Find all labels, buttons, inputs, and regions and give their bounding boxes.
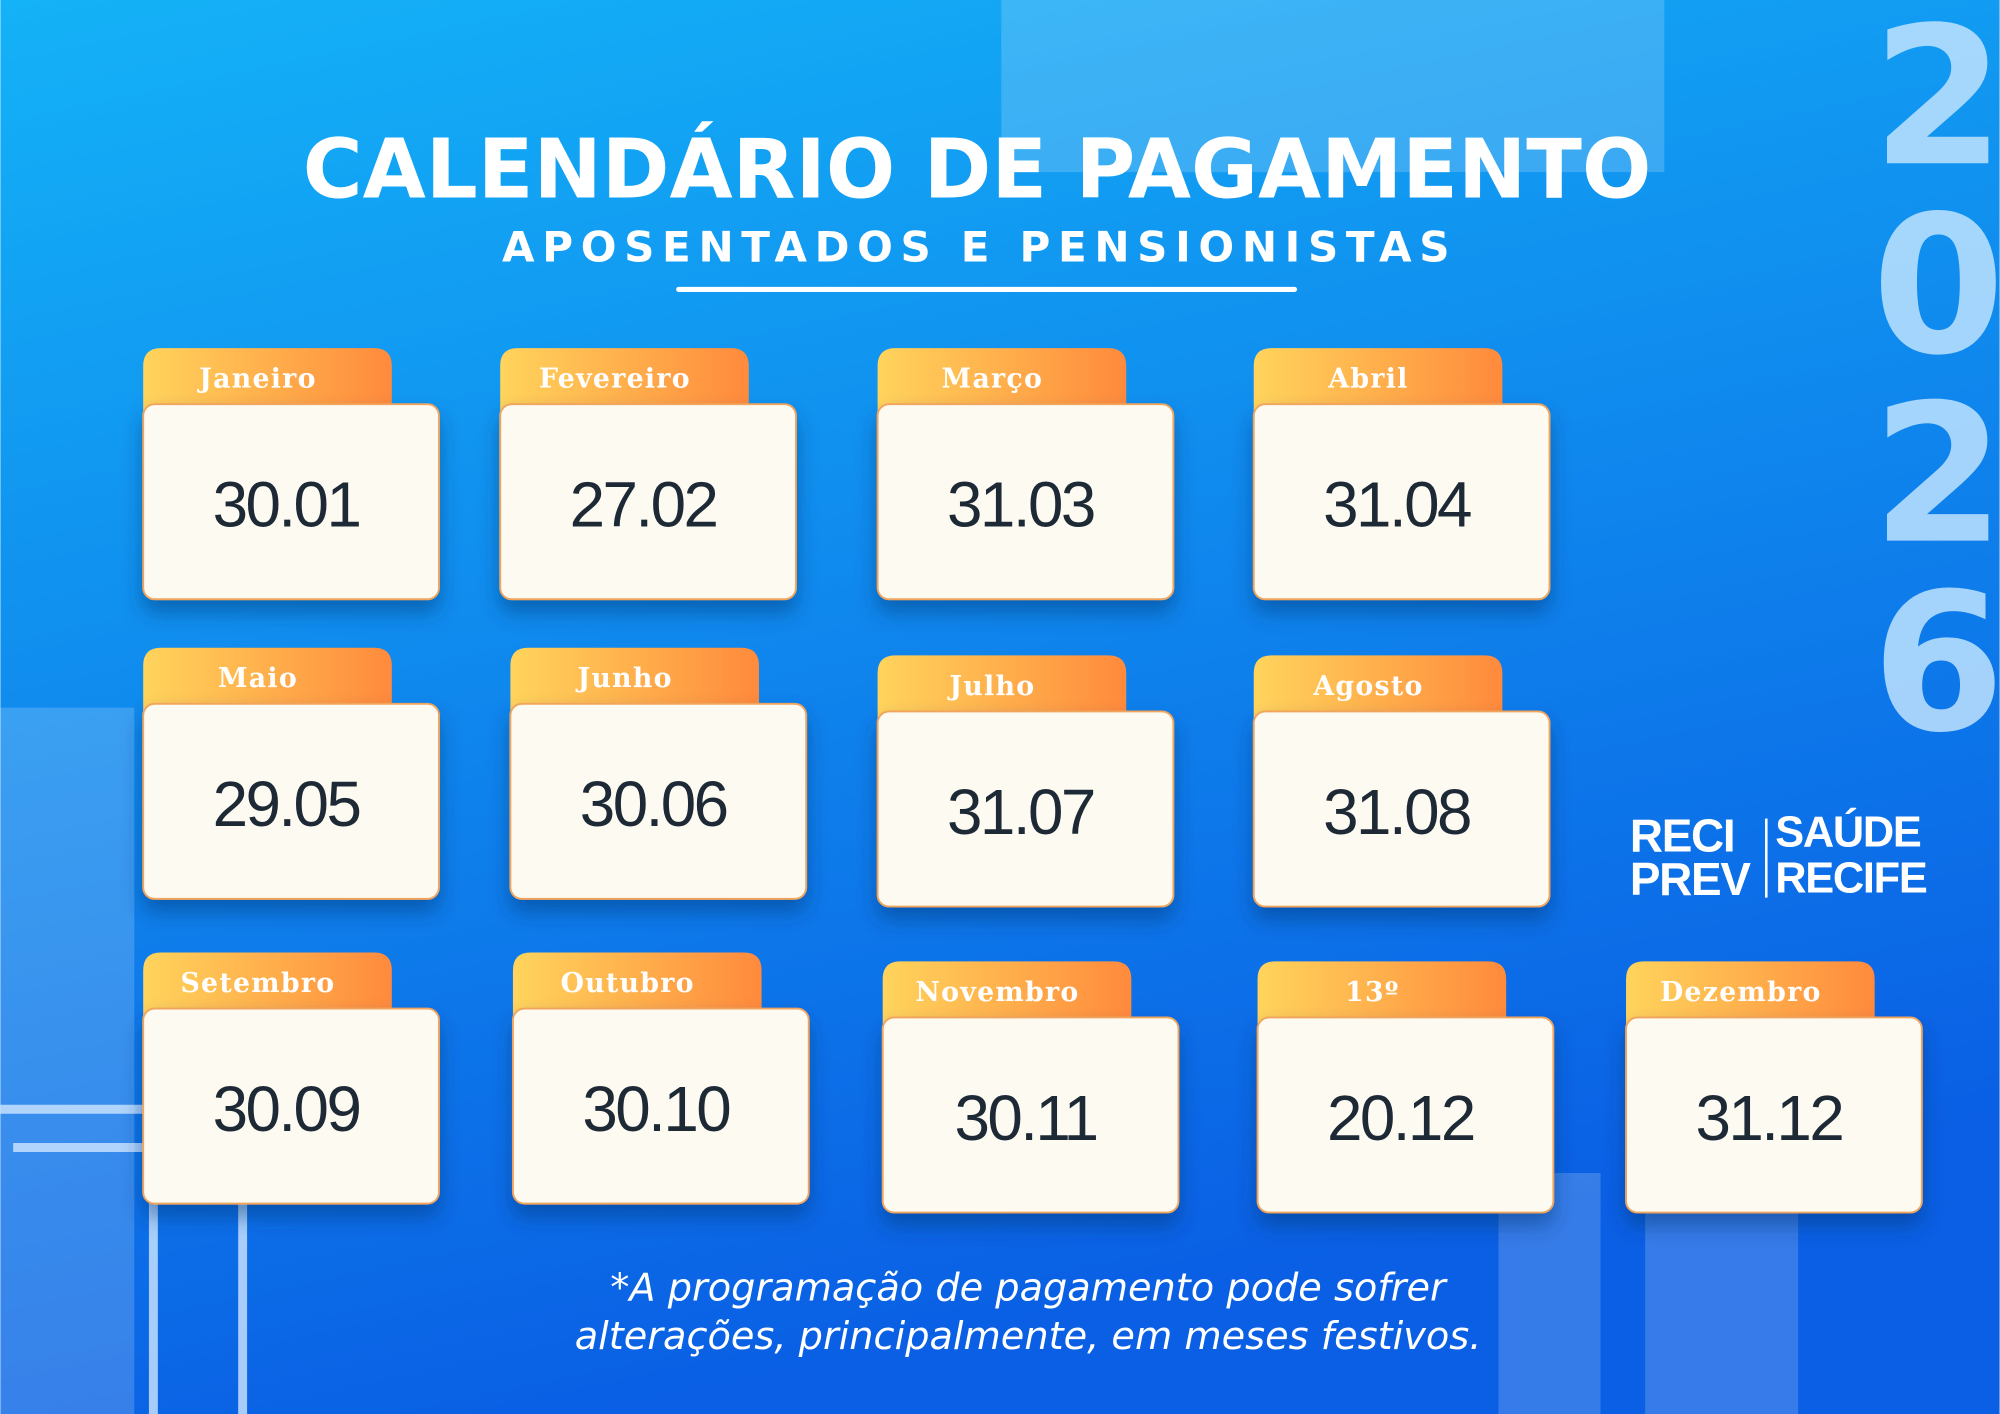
footnote: *A programação de pagamento pode sofrer: [610, 1266, 1448, 1311]
card: Janeiro 30.01: [142, 348, 440, 601]
card-month: Março: [942, 364, 1044, 395]
logo-separator: [1765, 818, 1768, 898]
card-date: 30.01: [213, 469, 360, 541]
card: Novembro 30.11: [881, 961, 1180, 1214]
card-body: [142, 403, 440, 601]
card-month: Outubro: [561, 968, 695, 999]
card-date: 30.09: [213, 1073, 360, 1145]
card-month: Abril: [1327, 364, 1408, 395]
card-body: [499, 403, 797, 601]
card-month: Janeiro: [197, 364, 317, 395]
year-digit: 6: [1872, 552, 2000, 775]
card-month: Setembro: [180, 968, 335, 999]
card: Junho 30.06: [509, 647, 808, 900]
card: Setembro 30.09: [142, 952, 440, 1205]
cards: Janeiro 30.01 Fevereiro 27.02 Março 31.03 Abri…: [142, 348, 1923, 1214]
card-body: [1256, 1016, 1555, 1214]
card: Outubro 30.10: [511, 952, 810, 1205]
card-date: 29.05: [213, 768, 360, 840]
card-month: Julho: [947, 671, 1035, 702]
card-date: 27.02: [570, 469, 717, 541]
card-body: [1252, 403, 1551, 601]
card-month: Junho: [576, 663, 673, 694]
title: CALENDÁRIO DE PAGAMENTO: [303, 121, 1652, 218]
divider: [676, 286, 1298, 292]
card: Dezembro 31.12: [1625, 961, 1923, 1214]
logo-text: RECIFE: [1775, 855, 1927, 903]
card: Maio 29.05: [142, 647, 440, 900]
card-date: 20.12: [1327, 1082, 1474, 1154]
card: Fevereiro 27.02: [499, 348, 797, 601]
card-body: [509, 702, 808, 900]
card-month: Maio: [218, 663, 298, 694]
card-date: 31.04: [1323, 469, 1471, 541]
card-month: Agosto: [1312, 671, 1423, 702]
card-date: 30.06: [580, 768, 727, 840]
card-date: 31.03: [947, 469, 1094, 541]
card: 13º 20.12: [1256, 961, 1555, 1214]
card: Julho 31.07: [876, 655, 1175, 908]
card: Agosto 31.08: [1252, 655, 1551, 908]
card-month: Dezembro: [1660, 977, 1822, 1008]
card-body: [142, 702, 440, 900]
card-date: 30.11: [954, 1082, 1096, 1154]
footnote: alterações, principalmente, em meses fes…: [575, 1314, 1482, 1359]
card-date: 31.08: [1323, 776, 1470, 848]
logo-text: PREV: [1630, 853, 1752, 905]
card-month: Fevereiro: [539, 364, 691, 395]
card-body: [876, 403, 1175, 601]
card-body: [511, 1007, 810, 1205]
card: Março 31.03: [876, 348, 1175, 601]
logo-text: SAÚDE: [1775, 808, 1921, 857]
year-digit: 2: [1872, 364, 2000, 587]
decor-stripes: [0, 0, 1798, 1414]
card-date: 31.12: [1695, 1082, 1842, 1154]
card-month: Novembro: [915, 977, 1079, 1008]
logos: RECI PREV SAÚDE RECIFE: [1630, 808, 1928, 905]
subtitle: APOSENTADOS E PENSIONISTAS: [502, 222, 1457, 271]
year-digit: 0: [1872, 175, 2000, 398]
card-body: [876, 710, 1175, 908]
year-digit: 2: [1872, 0, 2000, 209]
card-date: 31.07: [947, 776, 1094, 848]
logo-text: RECI: [1630, 810, 1735, 862]
card: Abril 31.04: [1252, 348, 1551, 601]
card-date: 30.10: [582, 1073, 729, 1145]
card-body: [881, 1016, 1180, 1214]
card-body: [1252, 710, 1551, 908]
card-body: [1625, 1016, 1923, 1214]
card-body: [142, 1007, 440, 1205]
card-month: 13º: [1345, 977, 1399, 1008]
